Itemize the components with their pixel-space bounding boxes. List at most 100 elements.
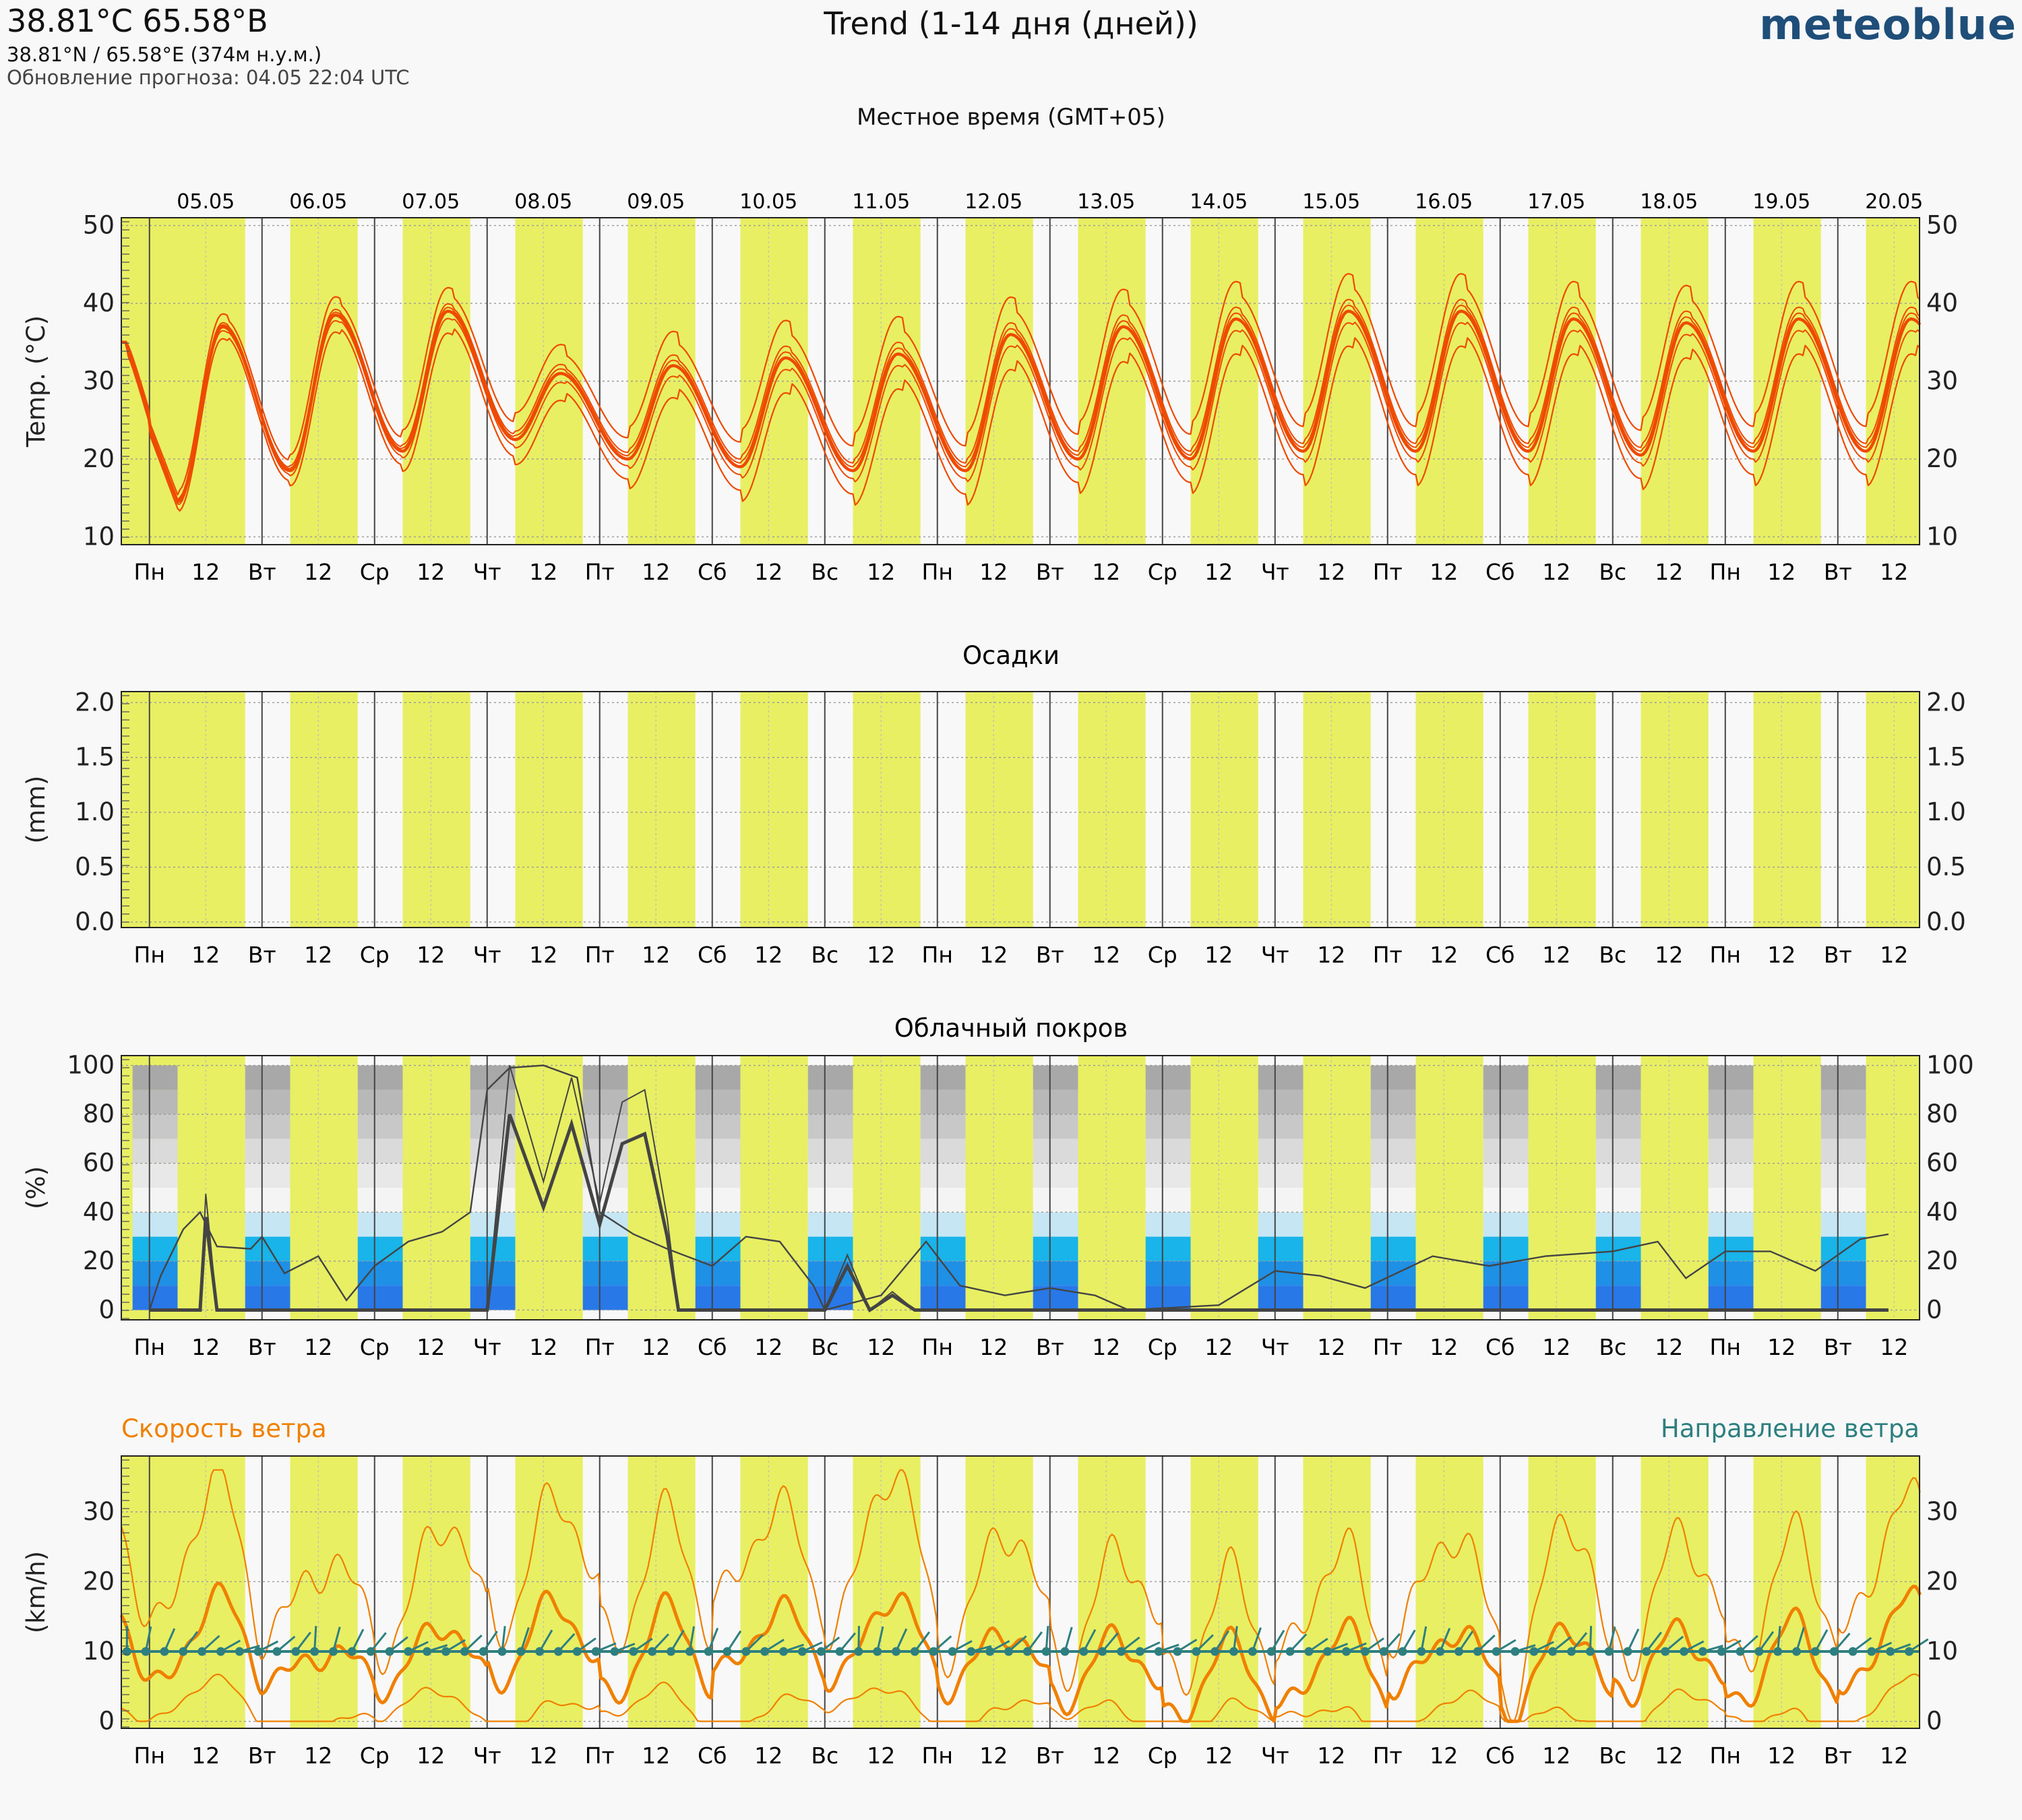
daylight-band [965, 1456, 1033, 1728]
wind-direction-marker [1473, 1647, 1482, 1656]
wind-direction-marker [1192, 1647, 1201, 1656]
low-cloud-band [582, 1261, 628, 1286]
cloud-cover-title: Облачный покров [894, 1014, 1128, 1043]
y-tick-label: 20 [1926, 1246, 1958, 1275]
high-cloud-band [245, 1065, 290, 1090]
high-cloud-band [357, 1114, 403, 1139]
wind-direction-marker [1529, 1647, 1539, 1656]
hour-label: 12 [417, 942, 445, 968]
wind-direction-marker [1323, 1647, 1332, 1656]
wind-direction-marker [1154, 1647, 1163, 1656]
wind-direction-marker [910, 1647, 919, 1656]
high-cloud-band [1708, 1139, 1754, 1163]
y-tick-label: 30 [1926, 1497, 1958, 1526]
wind-direction-marker [197, 1647, 207, 1656]
weekday-label: Пт [585, 1334, 615, 1360]
weekday-label: Сб [1485, 559, 1514, 585]
plot-frame [121, 691, 1920, 928]
low-cloud-band [1483, 1236, 1529, 1261]
high-cloud-band [1820, 1163, 1866, 1188]
high-cloud-band [1145, 1089, 1191, 1115]
high-cloud-band [357, 1139, 403, 1163]
meteoblue-logo[interactable]: meteoblue [1759, 0, 2017, 49]
low-cloud-band [695, 1261, 741, 1286]
wind-direction-marker [985, 1647, 995, 1656]
high-cloud-band [1145, 1163, 1191, 1188]
weekday-label: Вт [248, 1334, 276, 1360]
wind-direction-legend: Направление ветра [1661, 1414, 1920, 1443]
high-cloud-band [1708, 1089, 1754, 1115]
weekday-label: Пн [1710, 1742, 1741, 1769]
temperature-line [121, 317, 1921, 505]
wind-direction-marker [1905, 1647, 1914, 1656]
y-tick-label: 1.0 [75, 797, 115, 826]
hour-label: 12 [1655, 942, 1683, 968]
hour-label: 12 [1767, 942, 1796, 968]
y-tick-label: 0 [98, 1295, 115, 1324]
hour-label: 12 [1655, 1334, 1683, 1360]
y-tick-label: 10 [1926, 1637, 1958, 1666]
hour-label: 12 [417, 1742, 445, 1769]
hour-label: 12 [1542, 942, 1570, 968]
y-tick-label: 40 [1926, 289, 1958, 317]
wind-direction-marker [1041, 1647, 1051, 1656]
weekday-label: Вс [1599, 559, 1626, 585]
low-cloud-band [1708, 1212, 1754, 1237]
low-cloud-band [470, 1285, 516, 1310]
high-cloud-band [807, 1139, 853, 1163]
low-cloud-band [1483, 1212, 1529, 1237]
weekday-label: Чт [473, 559, 501, 585]
high-cloud-band [470, 1089, 516, 1115]
y-tick-label: 1.5 [1926, 743, 1966, 772]
daylight-band [740, 1056, 808, 1320]
weekday-label: Чт [473, 942, 501, 968]
high-cloud-band [132, 1139, 178, 1163]
daylight-band [1866, 1056, 1920, 1320]
daylight-band [740, 1456, 808, 1728]
wind-direction-marker [1754, 1647, 1764, 1656]
high-cloud-band [1370, 1139, 1416, 1163]
mid-cloud-band [470, 1188, 516, 1213]
weekday-label: Вт [1036, 1334, 1064, 1360]
page-title: Trend (1-14 дня (дней)) [824, 5, 1198, 42]
low-cloud-band [695, 1212, 741, 1237]
daylight-band [1415, 1456, 1483, 1728]
plot-frame [121, 1455, 1920, 1729]
hour-label: 12 [417, 559, 445, 585]
low-cloud-band [1145, 1236, 1191, 1261]
low-cloud-band [920, 1285, 966, 1310]
temperature-line [121, 273, 1921, 495]
y-tick-label: 60 [83, 1149, 115, 1178]
temperature-line [121, 304, 1921, 502]
weekday-label: Пт [1373, 1742, 1403, 1769]
y-tick-label: 20 [83, 1246, 115, 1275]
daylight-band [1641, 1456, 1709, 1728]
high-cloud-band [695, 1089, 741, 1115]
high-cloud-band [582, 1065, 628, 1090]
wind-direction-marker [873, 1647, 882, 1656]
weekday-label: Пн [134, 1334, 165, 1360]
daylight-band [290, 1056, 358, 1320]
weekday-label: Ср [1148, 559, 1177, 585]
low-cloud-band [582, 1236, 628, 1261]
low-cloud-band [1033, 1236, 1078, 1261]
daylight-band [1866, 1456, 1920, 1728]
y-tick-label: 1.0 [1926, 797, 1966, 826]
low-cloud-band [920, 1261, 966, 1286]
wind-direction-marker [1398, 1647, 1407, 1656]
hour-label: 12 [1204, 942, 1233, 968]
weekday-label: Чт [473, 1742, 501, 1769]
daylight-band [853, 692, 921, 928]
high-cloud-band [132, 1065, 178, 1090]
y-axis-label: Temp. (°C) [22, 315, 51, 448]
high-cloud-band [1595, 1163, 1641, 1188]
low-cloud-band [1595, 1212, 1641, 1237]
y-axis-label: (km/h) [22, 1551, 51, 1633]
hour-label: 12 [1204, 1742, 1233, 1769]
wind-direction-marker [967, 1647, 976, 1656]
hour-label: 12 [1767, 1742, 1796, 1769]
y-tick-label: 20 [83, 444, 115, 473]
date-label: 08.05 [514, 190, 572, 214]
daylight-band [1528, 1056, 1596, 1320]
